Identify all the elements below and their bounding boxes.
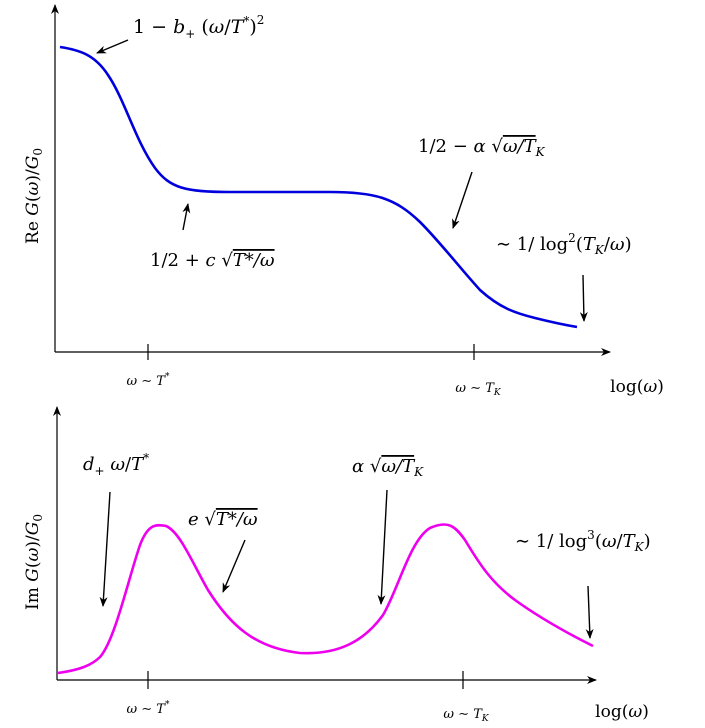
- annotation-low-freq-real: 1 − b+ (ω/T*)2: [133, 13, 264, 41]
- tick-label-tk-real: ω ∼ TK: [455, 381, 501, 398]
- xlabel-real: log(ω): [610, 377, 664, 397]
- arrow-plateau-real: [182, 203, 191, 231]
- annotation-plateau-real: 1/2 + c √T*/ω: [150, 250, 275, 271]
- tick-label-tk-imag: ω ∼ TK: [443, 707, 489, 724]
- imag-curve: [57, 523, 594, 675]
- arrow-low-freq-real: [96, 39, 129, 54]
- annotation-low-freq-imag: d+ ω/T*: [83, 451, 149, 478]
- annotation-high-freq-real: ∼ 1/ log2(TK/ω): [496, 231, 632, 257]
- imaginary-part-panel: Im G(ω)/G0 ω ∼ T* ω ∼ TK log(ω) d+ ω/T* …: [23, 406, 651, 724]
- arrow-peak-descent-imag: [222, 539, 246, 593]
- annotation-peak-descent-imag: e √T*/ω: [188, 509, 258, 530]
- annotation-high-freq-imag: ∼ 1/ log3(ω/TK): [515, 528, 651, 554]
- ylabel-real: Re G(ω)/G0: [23, 148, 45, 244]
- ylabel-imag: Im G(ω)/G0: [23, 514, 45, 610]
- arrow-high-freq-real: [579, 274, 588, 322]
- real-part-panel: Re G(ω)/G0 ω ∼ T* ω ∼ TK log(ω) 1 − b+ (…: [23, 4, 664, 398]
- arrow-tk-real: [452, 171, 473, 229]
- real-curve: [59, 45, 578, 329]
- tick-label-tstar-real: ω ∼ T*: [127, 372, 170, 389]
- annotation-tk-imag: α √ω/TK: [352, 456, 424, 479]
- arrow-high-freq-imag: [585, 585, 594, 639]
- arrow-low-freq-imag: [99, 491, 111, 607]
- annotation-tk-real: 1/2 − α √ω/TK: [418, 136, 546, 159]
- arrow-tk-imag: [377, 489, 388, 605]
- tick-label-tstar-imag: ω ∼ T*: [127, 700, 170, 717]
- xlabel-imag: log(ω): [595, 702, 649, 722]
